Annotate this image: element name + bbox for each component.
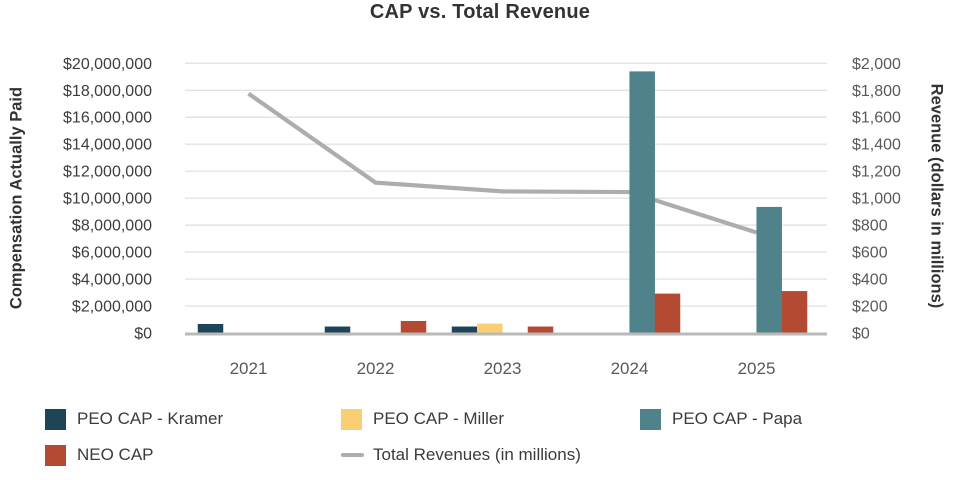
y-axis-left-tick-label: $4,000,000	[72, 272, 152, 289]
y-axis-left-tick-label: $18,000,000	[63, 83, 152, 100]
y-axis-right-tick-label: $1,400	[852, 137, 901, 154]
bar-neo-cap-2024	[654, 293, 681, 334]
y-axis-right-tick-label: $400	[852, 272, 888, 289]
legend-item-total-revenues: Total Revenues (in millions)	[341, 444, 581, 466]
y-axis-left-tick-label: $2,000,000	[72, 299, 152, 316]
y-axis-right-tick-label: $1,000	[852, 191, 901, 208]
legend-swatch-neo	[45, 444, 66, 466]
y-axis-right-tick-label: $600	[852, 245, 888, 262]
bar-peo-cap-papa-2025	[756, 206, 782, 334]
bar-neo-cap-2023	[527, 326, 554, 334]
bar-peo-cap-kramer-2021	[197, 323, 224, 334]
bars-peo-cap-kramer	[197, 323, 478, 334]
legend-label-miller: PEO CAP - Miller	[373, 409, 504, 428]
y-axis-right-tick-label: $1,800	[852, 83, 901, 100]
legend-swatch-kramer	[45, 408, 66, 430]
bar-neo-cap-2025	[781, 291, 808, 334]
x-axis-tick-label: 2023	[484, 359, 522, 378]
bar-peo-cap-kramer-2022	[324, 326, 351, 334]
legend-item-peo-cap-miller: PEO CAP - Miller	[341, 408, 504, 430]
bars-peo-cap-papa	[629, 71, 782, 335]
bars-neo-cap	[400, 291, 808, 334]
bars-peo-cap-miller	[477, 323, 503, 334]
y-axis-right-tick-label: $1,600	[852, 110, 901, 127]
bar-peo-cap-kramer-2023	[451, 326, 478, 334]
y-axis-right-tick-label: $1,200	[852, 164, 901, 181]
bar-neo-cap-2022	[400, 320, 427, 334]
chart-title: CAP vs. Total Revenue	[369, 1, 591, 23]
legend-item-peo-cap-kramer: PEO CAP - Kramer	[45, 408, 223, 430]
bar-peo-cap-papa-2024	[629, 71, 655, 335]
y-axis-left-tick-label: $20,000,000	[63, 56, 152, 73]
legend-swatch-revenue-line	[341, 452, 364, 458]
y-axis-right-tick-label: $800	[852, 218, 888, 235]
revenue-line	[247, 91, 758, 235]
legend-swatch-miller	[341, 408, 362, 430]
legend-item-peo-cap-papa: PEO CAP - Papa	[640, 408, 802, 430]
legend-label-kramer: PEO CAP - Kramer	[77, 409, 224, 428]
plot-area: $0 $0 $2,000,000 $200 $4,000,000 $400 $6,000,0…	[63, 56, 901, 378]
gridlines	[185, 62, 827, 307]
x-axis-tick-label: 2022	[357, 359, 395, 378]
bar-peo-cap-miller-2023	[477, 323, 503, 334]
legend-item-neo-cap: NEO CAP	[45, 444, 154, 466]
legend-label-neo: NEO CAP	[77, 445, 154, 464]
legend-swatch-papa	[640, 408, 661, 430]
y-axis-left-tick-label: $12,000,000	[63, 164, 152, 181]
x-axis-tick-label: 2021	[230, 359, 268, 378]
y-axis-left-tick-label: $10,000,000	[63, 191, 152, 208]
y-axis-right-tick-label: $0	[852, 326, 870, 343]
y-axis-left-tick-label: $0	[134, 326, 152, 343]
x-axis-tick-label: 2024	[611, 359, 649, 378]
legend-label-revenue: Total Revenues (in millions)	[373, 445, 581, 464]
y-axis-left-tick-label: $8,000,000	[72, 218, 152, 235]
y-axis-left-tick-label: $16,000,000	[63, 110, 152, 127]
x-axis-tick-label: 2025	[738, 359, 776, 378]
legend-label-papa: PEO CAP - Papa	[672, 409, 803, 428]
y-axis-right-tick-label: $200	[852, 299, 888, 316]
y-axis-left-tick-label: $6,000,000	[72, 245, 152, 262]
y-axis-left-tick-label: $14,000,000	[63, 137, 152, 154]
y-axis-right-tick-label: $2,000	[852, 56, 901, 73]
